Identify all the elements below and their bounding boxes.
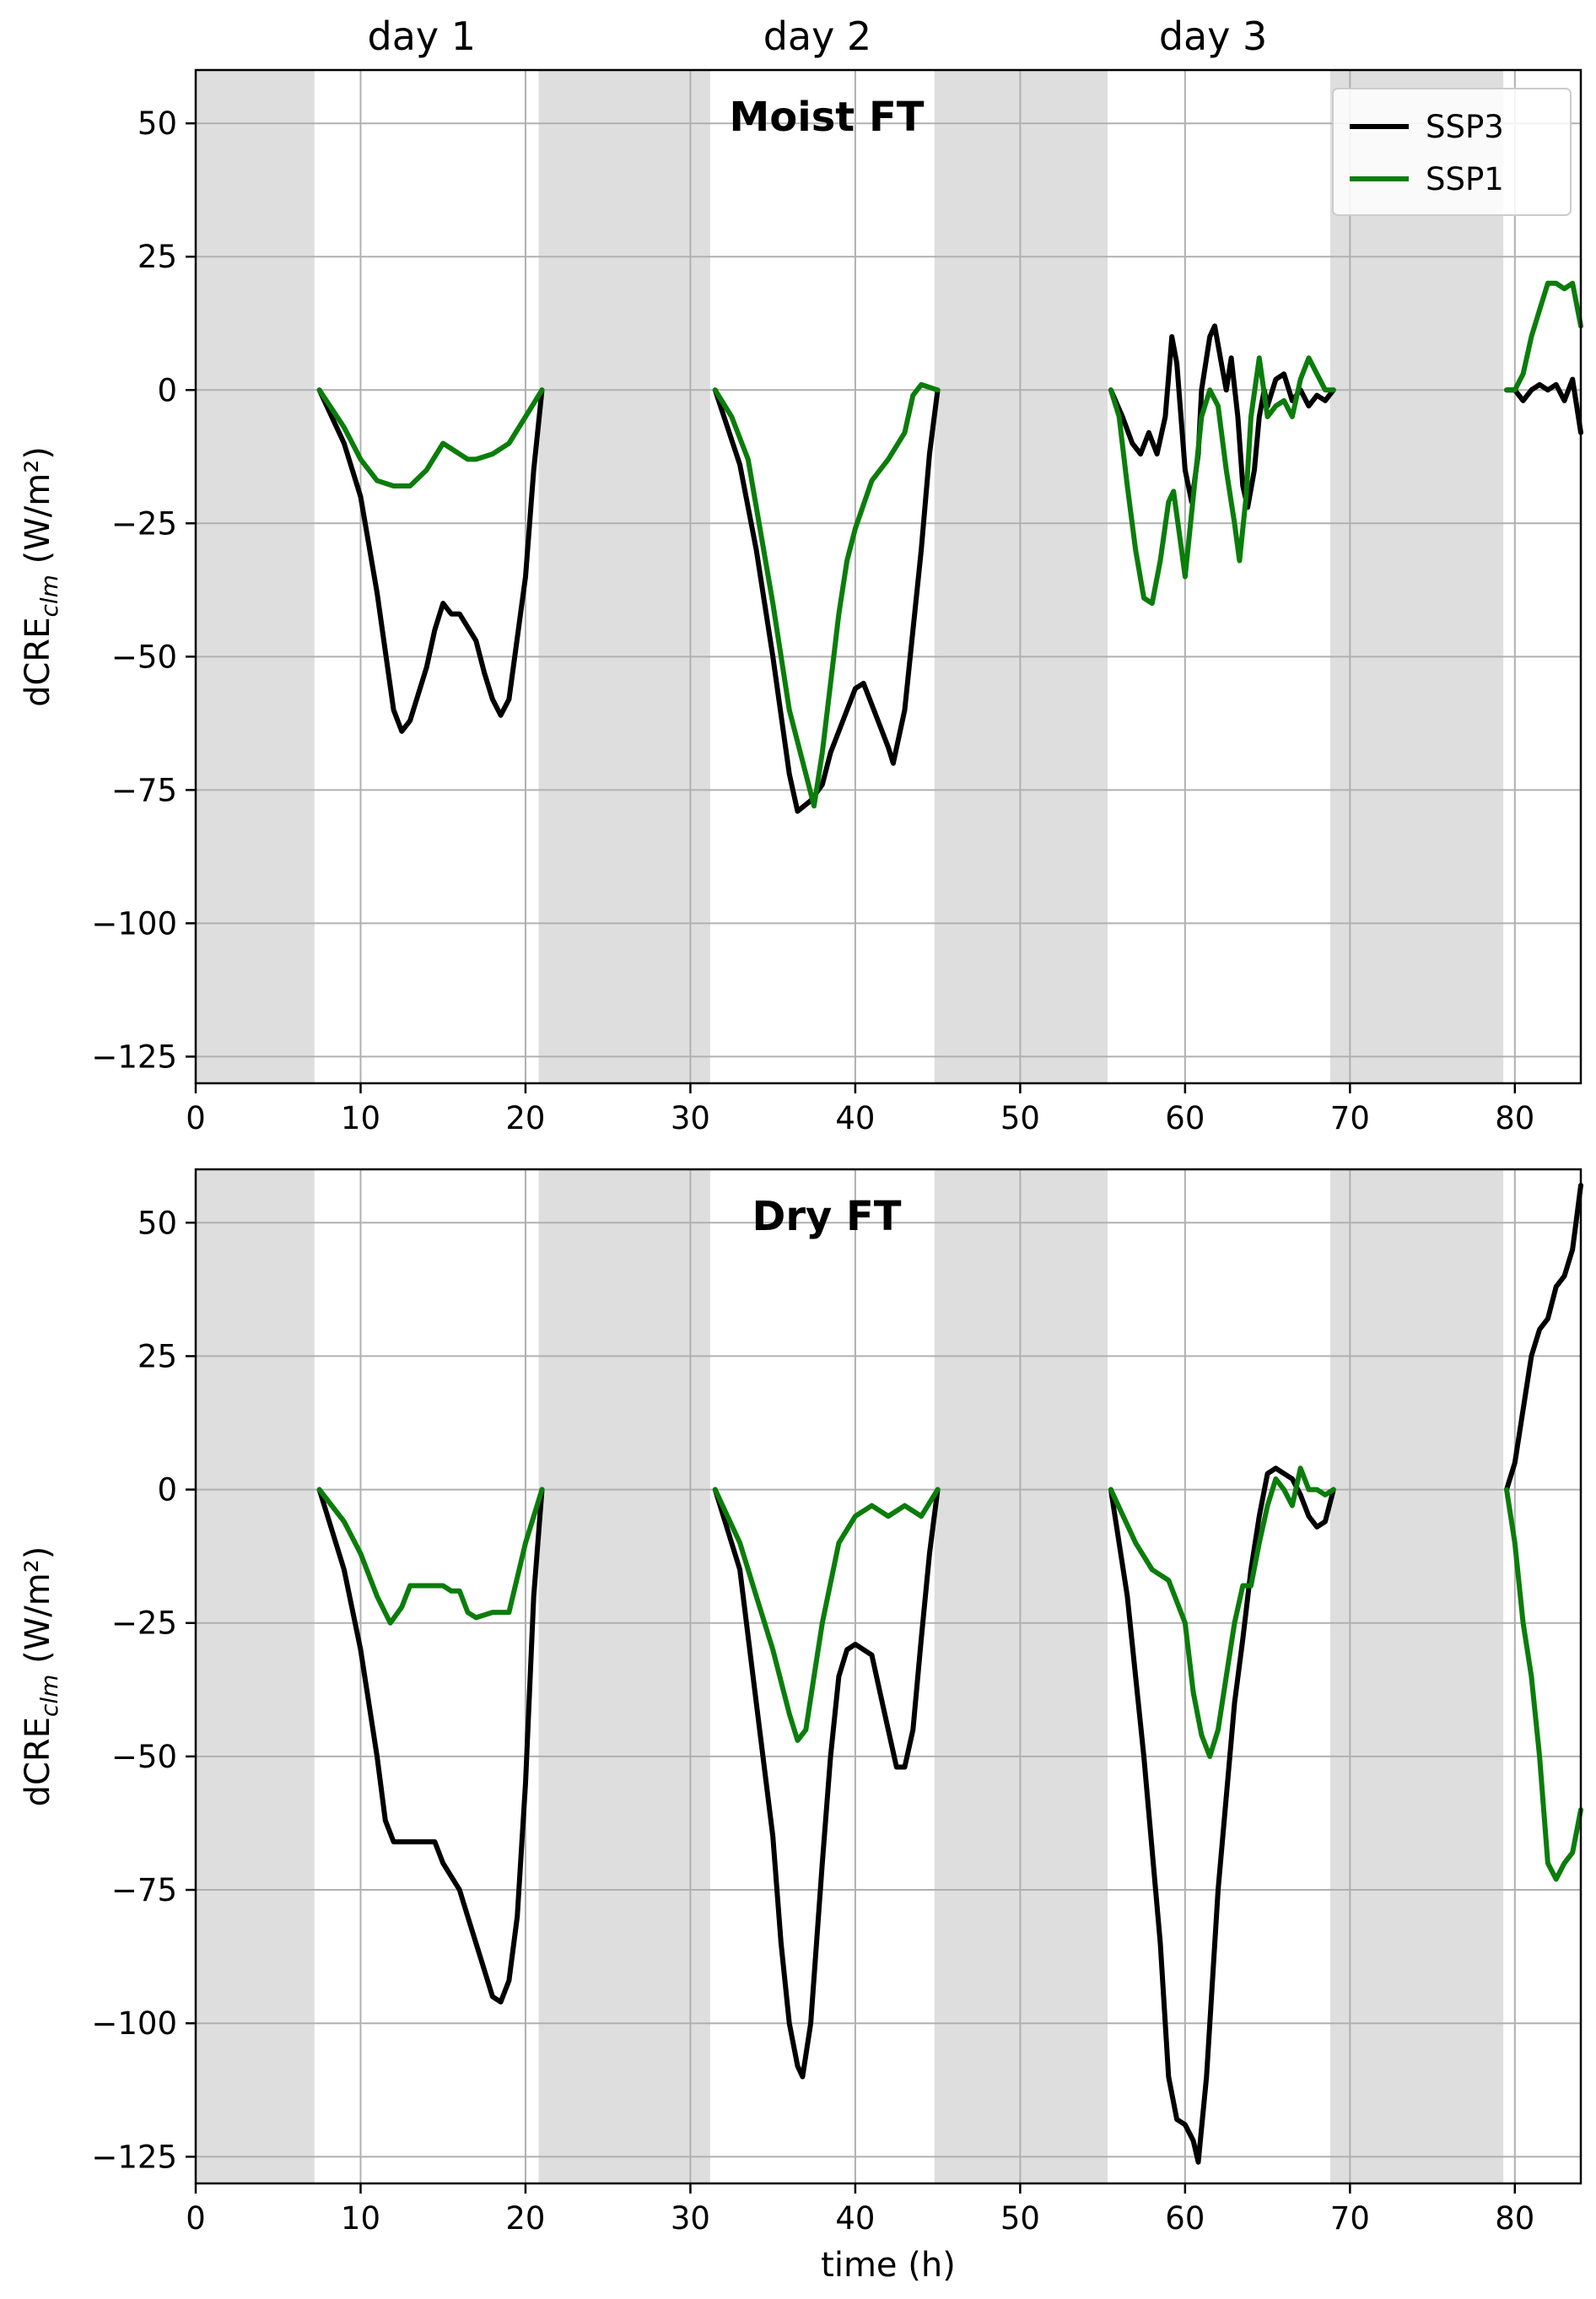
x-tick-label: 60	[1165, 1100, 1205, 1136]
x-tick-label: 50	[1000, 1100, 1040, 1136]
series-ssp3-line	[712, 1487, 941, 2080]
y-tick-label: 50	[137, 105, 177, 142]
axes-frame	[194, 1168, 1583, 2185]
x-tick-label: 20	[505, 2200, 545, 2237]
series-ssp1-line	[1108, 1465, 1336, 1759]
legend: SSP3 SSP1	[1332, 88, 1572, 216]
day-label: day 2	[763, 13, 872, 59]
series-ssp1-line	[712, 381, 941, 809]
night-shading-band	[538, 70, 710, 1083]
y-tick-label: −25	[111, 1606, 177, 1642]
day-label: day 1	[368, 13, 477, 59]
y-axis-label: dCREclm (W/m²)	[19, 446, 63, 707]
y-tick-label: −75	[111, 772, 177, 808]
series-ssp3-line	[1504, 376, 1583, 435]
y-tick-label: −50	[111, 1739, 177, 1775]
series-ssp3-line	[316, 387, 545, 734]
y-axis-label: dCREclm (W/m²)	[19, 1546, 63, 1807]
x-tick-label: 30	[671, 1100, 710, 1136]
y-tick-label: 25	[137, 1338, 177, 1374]
series-ssp1-line	[1108, 355, 1336, 607]
night-shading-band	[1329, 70, 1504, 1083]
night-shading-band	[196, 1169, 315, 2183]
series-ssp3-line	[712, 387, 941, 814]
x-tick-label: 80	[1495, 1100, 1534, 1136]
series-ssp3-line	[1108, 323, 1336, 510]
y-tick-label: 25	[137, 239, 177, 275]
axes-frame	[194, 68, 1583, 1085]
y-tick-label: −100	[91, 905, 177, 942]
x-tick-label: 0	[186, 2200, 206, 2237]
x-tick-label: 20	[505, 1100, 545, 1136]
y-tick-label: −100	[91, 2005, 177, 2042]
night-shading-band	[538, 1169, 710, 2183]
panel-2: 0 10 20 30 40 50 60 70 80 50 25 0 −25 −50 −75 −100 −125 d…	[19, 1168, 1583, 2285]
series-ssp3-line	[1504, 1183, 1583, 1492]
series-ssp3-line	[1108, 1465, 1336, 2165]
panel-title: Moist FT	[730, 94, 925, 141]
series-ssp1-line	[316, 387, 545, 488]
series-ssp1-line	[1504, 280, 1583, 393]
legend-box	[1332, 88, 1572, 216]
series-ssp3-line	[316, 1487, 545, 2005]
night-shading-band	[196, 70, 315, 1083]
x-tick-label: 40	[835, 1100, 875, 1136]
x-tick-label: 70	[1330, 2200, 1370, 2237]
panel-1: 0 10 20 30 40 50 60 70 80 50 25 0 −25 −50 −75 −100 −125 d…	[19, 13, 1583, 1136]
series-ssp1-line	[316, 1487, 545, 1626]
x-tick-label: 0	[186, 1100, 206, 1136]
y-tick-label: −50	[111, 639, 177, 675]
x-tick-label: 80	[1495, 2200, 1534, 2237]
x-tick-label: 10	[341, 1100, 380, 1136]
panel-title: Dry FT	[752, 1193, 901, 1240]
day-label: day 3	[1159, 13, 1268, 59]
legend-label-ssp1: SSP1	[1426, 161, 1504, 197]
x-tick-label: 30	[671, 2200, 710, 2237]
y-tick-label: 50	[137, 1205, 177, 1241]
x-axis-label: time (h)	[821, 2246, 956, 2285]
y-tick-label: −125	[91, 1039, 177, 1075]
series-ssp1-line	[1504, 1487, 1583, 1882]
x-tick-label: 10	[341, 2200, 380, 2237]
legend-label-ssp3: SSP3	[1426, 109, 1504, 145]
x-tick-label: 70	[1330, 1100, 1370, 1136]
x-tick-label: 50	[1000, 2200, 1040, 2237]
series-ssp1-line	[712, 1487, 941, 1743]
y-tick-label: −75	[111, 1872, 177, 1908]
y-tick-label: −125	[91, 2139, 177, 2175]
night-shading-band	[1329, 1169, 1504, 2183]
x-tick-label: 60	[1165, 2200, 1205, 2237]
x-tick-label: 40	[835, 2200, 875, 2237]
y-tick-label: −25	[111, 505, 177, 542]
y-tick-label: 0	[157, 372, 177, 408]
y-tick-label: 0	[157, 1472, 177, 1508]
